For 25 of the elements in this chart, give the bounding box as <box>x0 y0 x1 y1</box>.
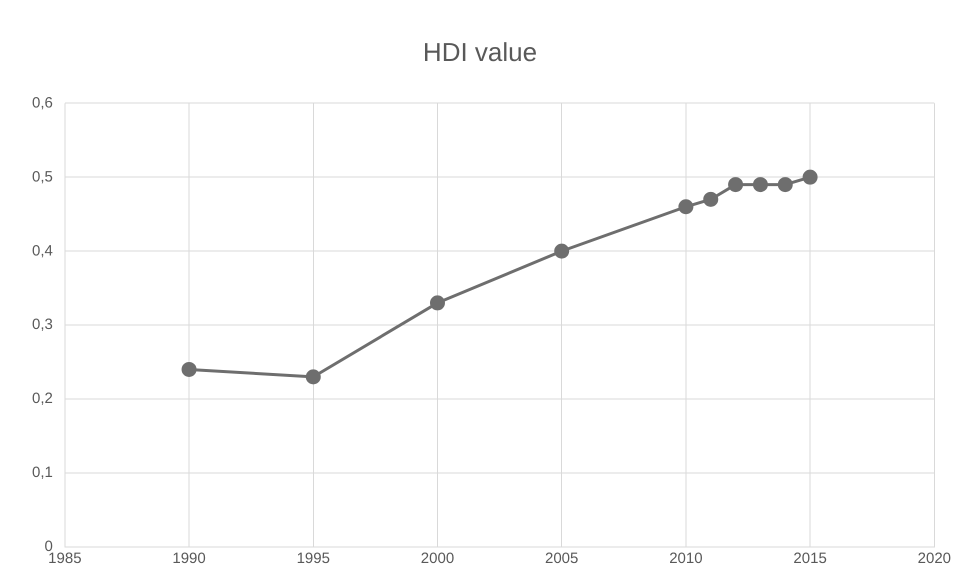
x-tick-label: 1995 <box>296 550 330 568</box>
x-tick-label: 1990 <box>172 550 206 568</box>
point <box>182 362 197 377</box>
point <box>430 295 445 310</box>
point <box>752 177 768 192</box>
y-tick-label: 0,3 <box>32 316 53 334</box>
y-tick-label: 0,4 <box>32 242 53 260</box>
x-tick-label: 2005 <box>545 550 578 568</box>
point <box>554 244 570 259</box>
point <box>728 177 744 192</box>
x-tick-label: 1985 <box>48 550 82 568</box>
x-tick-label: 2010 <box>669 550 703 568</box>
point <box>306 369 321 384</box>
chart-title: HDI value <box>422 36 538 67</box>
x-tick-label: 2015 <box>793 550 827 568</box>
point <box>778 177 793 192</box>
y-tick-label: 0,1 <box>32 464 53 482</box>
point <box>678 199 694 214</box>
x-tick-label: 2020 <box>918 550 952 568</box>
point <box>703 192 718 207</box>
y-tick-label: 0,5 <box>32 168 53 186</box>
y-tick-label: 0,2 <box>32 390 53 408</box>
x-tick-label: 2000 <box>420 550 454 568</box>
point <box>802 170 818 185</box>
y-tick-label: 0,6 <box>32 94 53 112</box>
